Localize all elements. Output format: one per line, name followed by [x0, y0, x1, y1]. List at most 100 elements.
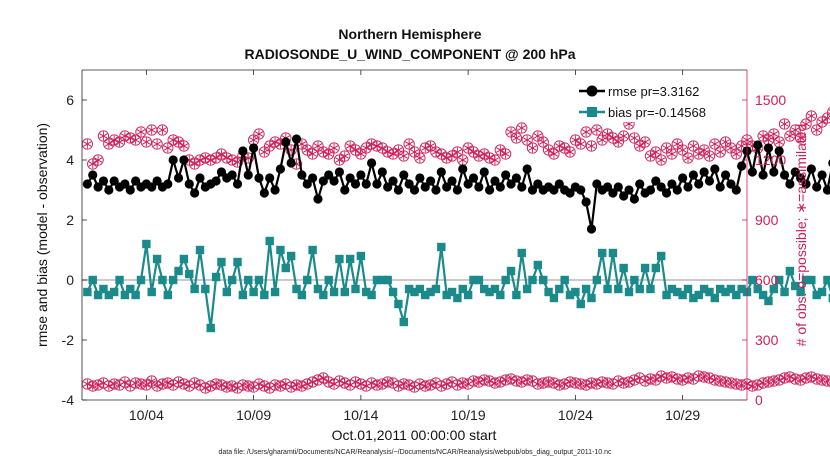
assimilated-point-star	[142, 137, 151, 147]
rmse-point	[812, 182, 822, 192]
x-tick-label: 10/09	[236, 407, 271, 423]
possible-point	[403, 138, 415, 150]
rmse-point	[345, 173, 355, 183]
rmse-point	[425, 176, 436, 186]
bias-point	[345, 254, 355, 264]
rmse-point	[656, 182, 666, 192]
bias-point	[694, 290, 703, 300]
possible-point	[97, 130, 110, 142]
rmse-point	[629, 194, 639, 204]
possible-point	[253, 128, 265, 140]
possible_low-point-star	[147, 376, 156, 386]
bias-point	[603, 284, 612, 294]
bias-point	[126, 284, 135, 294]
assimilated-point-star	[480, 149, 489, 159]
rmse-series	[82, 134, 830, 234]
bias-point	[378, 275, 387, 285]
rmse-point	[661, 188, 672, 198]
rmse-point	[173, 173, 184, 183]
rmse-point	[291, 134, 302, 144]
legend: rmse pr=3.3162 bias pr=-0.14568	[575, 80, 740, 122]
bias-point	[120, 290, 130, 300]
bias-point	[399, 317, 408, 327]
assimilated-point-star	[485, 153, 494, 163]
bias-point	[292, 284, 301, 294]
bias-point	[142, 239, 151, 249]
rmse-point	[785, 179, 795, 189]
assimilated-point-star	[340, 151, 349, 161]
possible_low-point	[827, 377, 830, 387]
bias-point	[812, 290, 821, 300]
bias-point	[828, 293, 830, 303]
assimilated-point-star	[823, 113, 830, 123]
bias-point	[244, 275, 253, 285]
rmse-point	[635, 179, 645, 189]
assimilated-point-star	[463, 143, 473, 153]
bias-point	[335, 254, 344, 264]
rmse-point	[619, 191, 629, 201]
assimilated-point-star	[774, 137, 784, 147]
rmse-point	[715, 182, 725, 192]
bias-point	[158, 275, 167, 285]
bias-point	[426, 287, 435, 297]
rmse-point	[549, 185, 559, 195]
assimilated-point-star	[576, 139, 585, 149]
bias-point	[748, 275, 757, 285]
rmse-point	[399, 170, 409, 180]
assimilated-point-star	[351, 145, 360, 155]
bias-point	[276, 245, 285, 255]
rmse-point	[350, 179, 361, 189]
assimilated-point-star	[367, 139, 376, 149]
assimilated-point-star	[179, 141, 189, 151]
rmse-point	[458, 164, 468, 174]
rmse-point	[651, 176, 661, 186]
bias-point	[678, 290, 687, 300]
bias-point	[324, 275, 333, 285]
rmse-point	[565, 188, 575, 198]
assimilated-point-star	[780, 119, 789, 129]
assimilated-point-star	[501, 149, 510, 159]
assimilated-point-star	[201, 153, 210, 163]
rmse-point	[672, 185, 682, 195]
bias-point	[217, 257, 226, 267]
rmse-point	[409, 185, 420, 195]
assimilated-point-star	[104, 139, 114, 149]
assimilated-point-star	[683, 153, 693, 163]
bias-point	[646, 284, 655, 294]
rmse-point	[211, 176, 221, 186]
rmse-point	[436, 167, 446, 177]
assimilated-point-star	[329, 143, 339, 153]
possible-point	[591, 124, 603, 136]
assimilated-point-star	[587, 141, 596, 151]
assimilated-point-star	[715, 147, 725, 157]
assimilated-point-star	[635, 141, 644, 151]
rmse-point	[340, 185, 350, 195]
bias-point	[303, 275, 312, 285]
y-left-tick-label: 4	[66, 152, 74, 168]
assimilated-point-star	[437, 149, 446, 159]
rmse-point	[683, 182, 693, 192]
assimilated-point-star	[581, 127, 591, 137]
assimilated-point-star	[265, 141, 274, 151]
assimilated-point-star	[303, 145, 312, 155]
rmse-point	[758, 170, 768, 180]
bias-point	[249, 287, 258, 297]
bias-point	[447, 287, 457, 297]
rmse-point	[131, 176, 141, 186]
rmse-point	[243, 170, 253, 180]
assimilated-point-star	[791, 125, 800, 135]
bias-point	[442, 290, 451, 300]
bias-point	[753, 284, 762, 294]
bias-point	[394, 299, 403, 309]
rmse-point	[313, 194, 323, 204]
rmse-point	[769, 167, 779, 177]
rmse-point	[822, 185, 830, 195]
assimilated-point-star	[646, 151, 655, 161]
y-right-tick-label: 0	[755, 392, 763, 408]
bias-point	[517, 248, 526, 258]
bias-point	[796, 287, 805, 297]
assimilated-point-star	[415, 153, 425, 163]
bias-point	[817, 287, 827, 297]
bias-point	[115, 275, 124, 285]
assimilated-point-star	[126, 133, 135, 143]
